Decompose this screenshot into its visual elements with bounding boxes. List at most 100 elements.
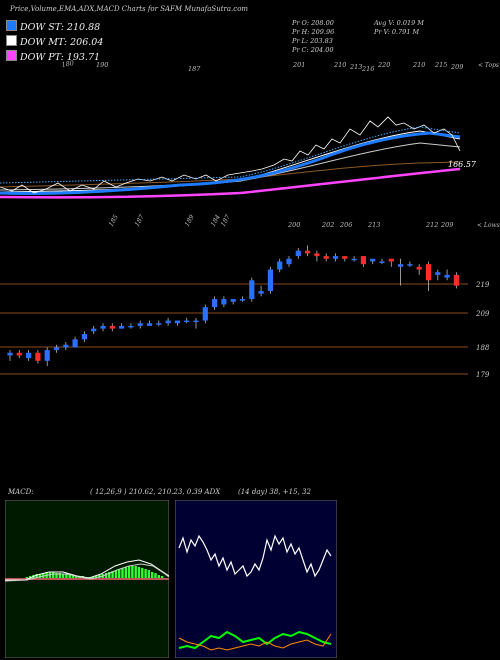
minus-di-line bbox=[178, 633, 332, 651]
candle-body bbox=[212, 299, 218, 308]
candle-body bbox=[35, 352, 41, 361]
macd-hist-bar bbox=[121, 568, 124, 578]
macd-label: MACD: bbox=[8, 488, 34, 496]
candle-body bbox=[342, 256, 348, 259]
bottom-label: 187 bbox=[133, 213, 147, 228]
candle-body bbox=[230, 299, 236, 302]
candles bbox=[7, 245, 459, 367]
bottom-label: 200 bbox=[287, 221, 300, 229]
level-label: 209 bbox=[475, 310, 490, 318]
candle-body bbox=[379, 261, 385, 263]
macd-hist-bar bbox=[147, 570, 151, 578]
tops-label: < Tops bbox=[478, 62, 499, 69]
macd-hist-bar bbox=[118, 569, 121, 578]
candle-body bbox=[81, 333, 87, 340]
ema-panel: 180 190 187 201 210 213 216 220 210 215 … bbox=[0, 59, 500, 229]
macd-hist-bar bbox=[108, 572, 111, 578]
legend-mt: DOW MT: 206.04 bbox=[6, 35, 103, 48]
macd-hist-bar bbox=[104, 573, 108, 578]
ema-dotted-line bbox=[0, 126, 461, 184]
candle-body bbox=[249, 280, 255, 300]
bottom-label: 202 bbox=[321, 221, 334, 229]
macd-hist-bar bbox=[111, 571, 114, 578]
top-label: 210 bbox=[333, 61, 346, 69]
candle-body bbox=[193, 320, 199, 323]
macd-hist-bar bbox=[144, 569, 147, 578]
top-label: 213 bbox=[349, 63, 362, 71]
candle-body bbox=[305, 250, 311, 254]
candle-body bbox=[184, 320, 190, 323]
bottom-label: 189 bbox=[183, 213, 196, 228]
top-label: 180 bbox=[61, 59, 75, 69]
price-panel: 219 209 188 179 bbox=[0, 245, 490, 379]
candle-body bbox=[332, 256, 339, 259]
macd-hist-bar bbox=[94, 576, 98, 578]
macd-hist-bar bbox=[25, 577, 28, 578]
macd-hist-bar bbox=[65, 574, 68, 578]
level-label: 179 bbox=[476, 371, 490, 379]
candle-body bbox=[109, 325, 115, 329]
macd-hist-bar bbox=[58, 573, 61, 578]
candle-body bbox=[53, 347, 60, 351]
current-price-label: 166.57 bbox=[448, 160, 477, 169]
macd-hist-bar bbox=[35, 574, 38, 578]
chart-title: Price,Volume,EMA,ADX,MACD Charts for SAF… bbox=[10, 5, 249, 13]
candle-body bbox=[119, 325, 125, 329]
mt-swatch bbox=[6, 35, 17, 46]
candle-body bbox=[398, 264, 404, 267]
candle-body bbox=[435, 272, 441, 275]
ema-mid-line bbox=[0, 130, 461, 193]
level-label: 219 bbox=[475, 281, 490, 289]
macd-hist-bar bbox=[52, 572, 55, 578]
macd-hist-bar bbox=[114, 570, 118, 578]
pt-swatch bbox=[6, 50, 17, 61]
ohlc-high: Pr H: 209.96 bbox=[292, 28, 335, 36]
macd-hist-bar bbox=[157, 575, 160, 578]
ema-pink-line bbox=[0, 167, 461, 199]
candle-body bbox=[16, 352, 22, 356]
ema-mid2-line bbox=[0, 142, 461, 191]
candle-body bbox=[146, 323, 153, 326]
ema-short-line bbox=[0, 131, 461, 196]
candle-body bbox=[7, 352, 13, 356]
top-label: 187 bbox=[188, 65, 201, 73]
bottom-label: 209 bbox=[440, 221, 453, 229]
legend-mt-label: DOW MT: 206.04 bbox=[20, 37, 104, 48]
top-label: 190 bbox=[96, 61, 108, 69]
top-label: 215 bbox=[434, 61, 447, 69]
adx-frame bbox=[175, 500, 337, 658]
macd-hist-bar bbox=[141, 568, 144, 578]
top-label: 209 bbox=[450, 63, 463, 71]
candle-body bbox=[202, 307, 208, 321]
lows-label: < Lows bbox=[477, 222, 500, 229]
macd-hist-bar bbox=[55, 573, 58, 578]
candle-body bbox=[63, 344, 69, 348]
price-line bbox=[0, 116, 461, 194]
macd-hist-bar bbox=[134, 566, 137, 578]
candle-body bbox=[137, 323, 143, 326]
adx-values: (14 day) 38, +15, 32 bbox=[238, 488, 311, 496]
macd-panel bbox=[5, 500, 169, 658]
macd-hist-bar bbox=[42, 573, 45, 578]
candle-body bbox=[26, 352, 32, 359]
candle-body bbox=[165, 320, 171, 324]
candle-body bbox=[44, 350, 50, 361]
dow-legend: DOW ST: 210.88 DOW MT: 206.04 DOW PT: 19… bbox=[6, 20, 103, 63]
macd-hist-bar bbox=[131, 566, 134, 578]
ohlc-open: Pr O: 208.00 bbox=[292, 19, 334, 27]
top-label: 216 bbox=[361, 65, 374, 73]
ohlc-volume: Pr V: 0.791 M bbox=[374, 28, 420, 36]
macd-hist-bar bbox=[91, 577, 94, 578]
level-label: 188 bbox=[476, 344, 490, 352]
adx-line bbox=[178, 534, 332, 578]
legend-pt: DOW PT: 193.71 bbox=[6, 50, 103, 63]
st-swatch bbox=[6, 20, 17, 31]
bottom-label: 185 bbox=[107, 213, 120, 228]
candle-body bbox=[351, 258, 357, 261]
candle-body bbox=[295, 250, 301, 257]
candle-body bbox=[416, 266, 422, 270]
candle-body bbox=[388, 258, 394, 262]
macd-hist-bar bbox=[28, 576, 32, 578]
macd-hist-bar bbox=[68, 575, 71, 578]
ohlc-avg-volume: Avg V: 0.019 M bbox=[374, 19, 424, 27]
